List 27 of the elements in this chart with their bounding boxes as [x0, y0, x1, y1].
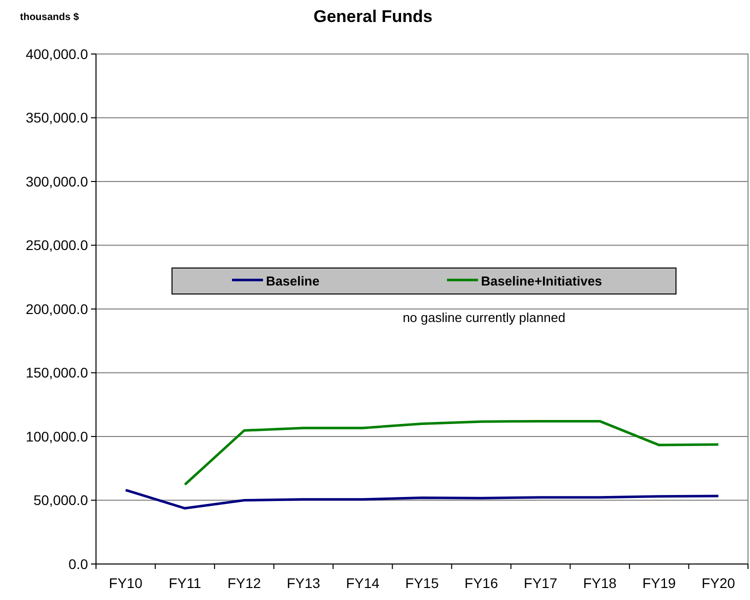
y-tick-label: 400,000.0 — [26, 46, 88, 62]
annotation: no gasline currently planned — [402, 310, 566, 325]
x-tick-label: FY19 — [642, 575, 676, 591]
y-tick-label: 200,000.0 — [26, 300, 88, 317]
chart-title: General Funds — [313, 7, 433, 26]
legend-label: Baseline+Initiatives — [481, 274, 602, 289]
x-tick-label: FY16 — [464, 575, 498, 591]
y-tick-label: 300,000.0 — [26, 173, 88, 190]
x-tick-label: FY17 — [524, 575, 558, 591]
x-tick-label: FY15 — [405, 575, 439, 591]
line-series — [124, 488, 720, 510]
y-tick-label: 50,000.0 — [34, 492, 88, 508]
x-tick-label: FY20 — [702, 575, 736, 591]
x-tick-label: FY12 — [227, 575, 262, 591]
y-tick-label: 150,000.0 — [26, 364, 88, 381]
x-tick-label: FY10 — [108, 575, 143, 591]
x-tick-label: FY14 — [346, 575, 380, 591]
y-tick-label: 250,000.0 — [26, 237, 88, 254]
legend-label: Baseline — [266, 274, 320, 289]
y-tick-label: 350,000.0 — [26, 110, 88, 126]
line-series — [184, 420, 720, 486]
x-tick-label: FY13 — [286, 575, 320, 591]
y-axis-title: thousands $ — [20, 12, 80, 23]
x-tick-label: FY18 — [583, 575, 617, 591]
x-tick-label: FY11 — [168, 575, 202, 591]
y-tick-label: 0.0 — [68, 556, 88, 572]
y-tick-label: 100,000.0 — [26, 428, 88, 444]
